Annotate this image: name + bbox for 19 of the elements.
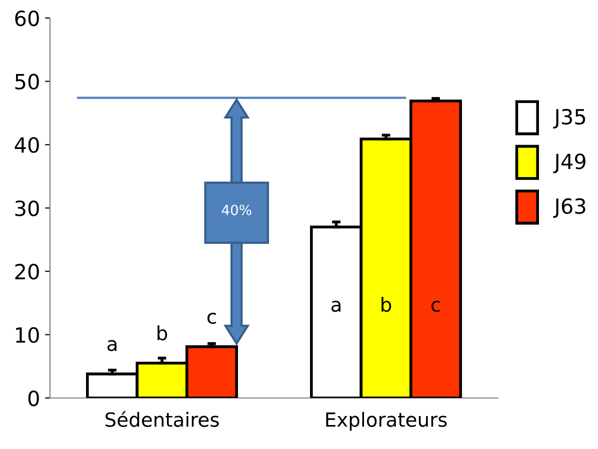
legend-label: J49: [553, 154, 586, 174]
x-tick-label: Explorateurs: [326, 412, 447, 431]
data-label: c: [431, 300, 440, 312]
y-tick-label: 0: [28, 390, 39, 406]
data-label: a: [107, 340, 116, 352]
data-label: b: [382, 296, 392, 312]
legend-label: J63: [553, 198, 586, 218]
data-label: b: [158, 325, 168, 340]
y-tick-label: 20: [15, 264, 39, 280]
annotation: 40%: [222, 204, 252, 216]
y-tick-label: 40: [14, 137, 39, 153]
y-tick-label: 10: [16, 327, 39, 343]
y-tick-label: 60: [15, 10, 39, 26]
y-tick-label: 50: [15, 74, 39, 90]
data-label: a: [331, 300, 340, 312]
legend-label: J35: [553, 108, 586, 128]
data-label: c: [207, 312, 216, 324]
y-tick-label: 30: [15, 200, 39, 216]
x-tick-label: Sédentaires: [106, 411, 219, 427]
